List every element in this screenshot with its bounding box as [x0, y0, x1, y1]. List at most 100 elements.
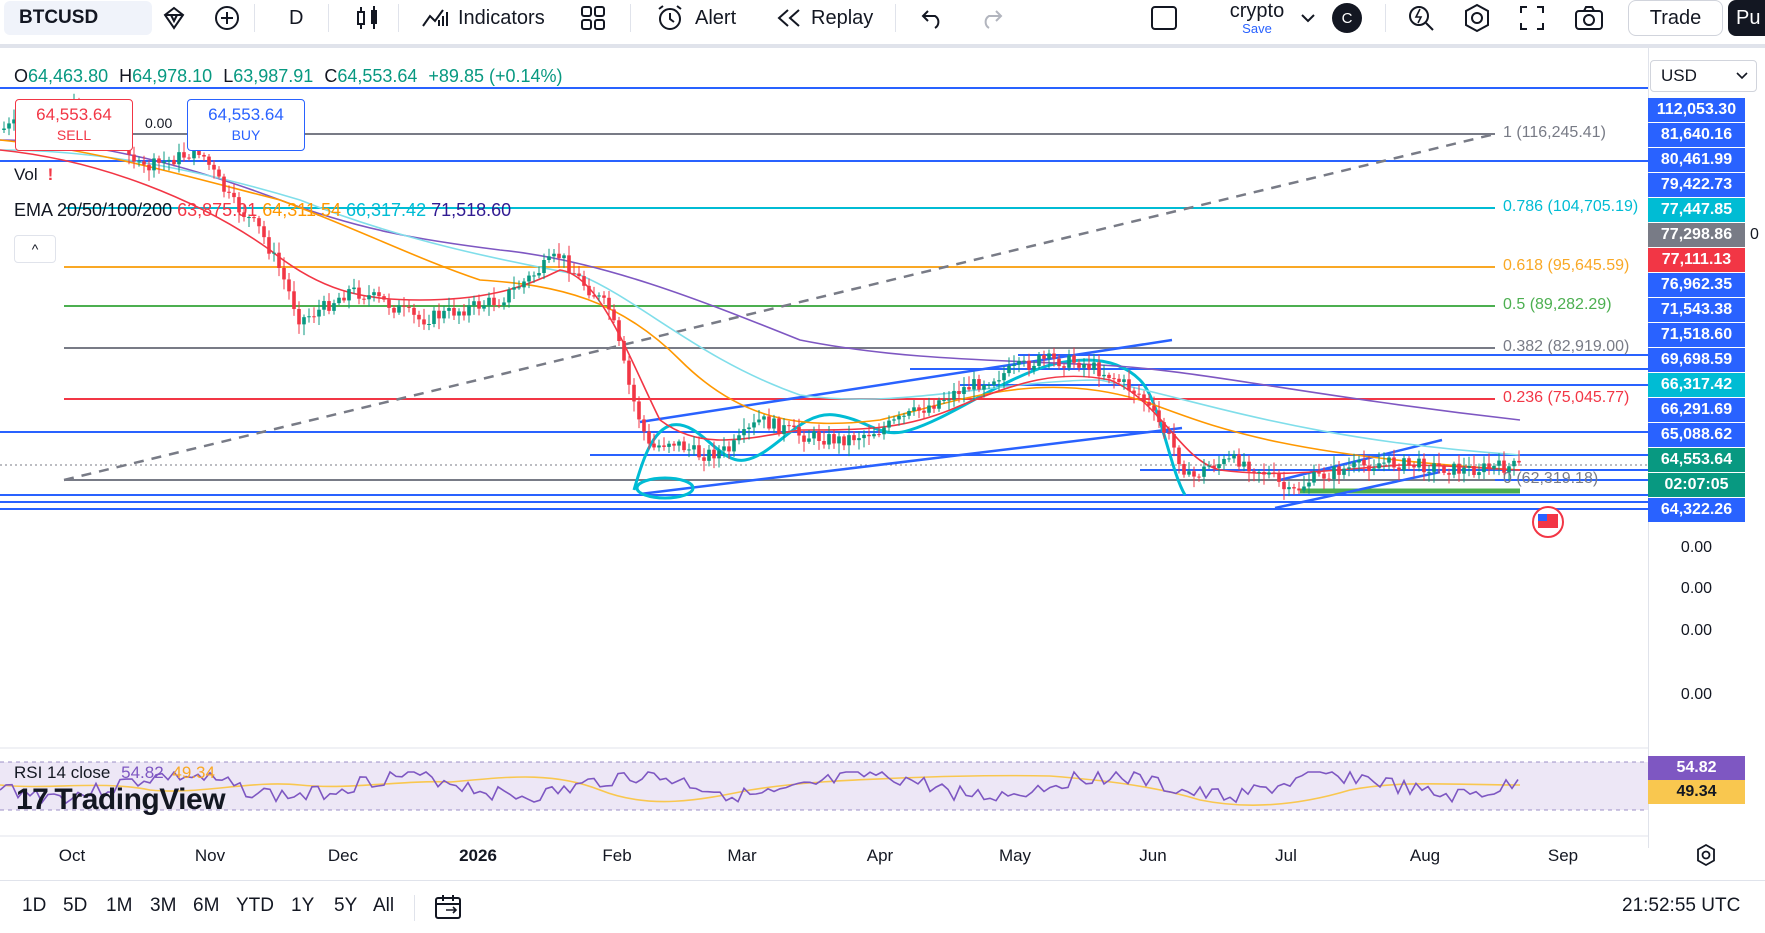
price-scale-label[interactable]: 81,640.16: [1648, 123, 1745, 147]
candle-body: [572, 273, 576, 275]
price-scale-label[interactable]: 71,518.60: [1648, 323, 1745, 347]
candle-body: [1082, 363, 1086, 368]
candle-body: [312, 316, 316, 318]
currency-select[interactable]: USD: [1650, 60, 1757, 92]
trade-button[interactable]: Trade: [1628, 0, 1723, 36]
price-scale-label[interactable]: 69,698.59: [1648, 348, 1745, 372]
templates-icon[interactable]: [580, 0, 606, 36]
alert-button[interactable]: Alert: [655, 0, 736, 36]
candle-body: [882, 427, 886, 435]
chevron-up-icon: ^: [31, 241, 39, 257]
utc-clock[interactable]: 21:52:55 UTC: [1622, 895, 1741, 916]
candle-body: [702, 457, 706, 461]
candle-body: [862, 434, 866, 439]
candle-body: [1177, 447, 1181, 465]
rsi-scale-label[interactable]: 49.34: [1648, 780, 1745, 804]
price-scale-label[interactable]: 02:07:05: [1648, 473, 1745, 497]
range-button-all[interactable]: All: [373, 895, 395, 916]
candle-body: [1097, 362, 1101, 377]
ema100-line: [0, 149, 1521, 456]
price-scale-label[interactable]: 66,317.42: [1648, 373, 1745, 397]
time-axis-tick: Feb: [602, 846, 632, 865]
cyan-ellipse[interactable]: [635, 476, 695, 500]
layout-square-icon[interactable]: [1150, 0, 1178, 36]
indicators-button[interactable]: Indicators: [420, 0, 545, 36]
candle-body: [397, 305, 401, 313]
candle-body: [1502, 460, 1506, 473]
interval-button[interactable]: D: [289, 6, 304, 29]
price-scale-label[interactable]: 79,422.73: [1648, 173, 1745, 197]
range-button-5d[interactable]: 5D: [63, 895, 88, 916]
high-label: H: [119, 66, 133, 86]
volume-legend[interactable]: Vol!: [14, 165, 53, 185]
candle-body: [672, 443, 676, 446]
candle-body: [1427, 471, 1431, 473]
chart-settings-icon[interactable]: [1694, 843, 1718, 873]
ema-legend[interactable]: EMA 20/50/100/200 63,875.01 64,311.54 66…: [14, 200, 511, 221]
price-scale-label[interactable]: 80,461.99: [1648, 148, 1745, 172]
avatar[interactable]: C: [1332, 3, 1362, 33]
price-scale-label[interactable]: 76,962.35: [1648, 273, 1745, 297]
candle-body: [472, 301, 476, 306]
candle-body: [1462, 467, 1466, 474]
buy-button[interactable]: 64,553.64 BUY: [187, 99, 305, 151]
range-button-5y[interactable]: 5Y: [334, 895, 358, 916]
candle-body: [417, 314, 421, 320]
range-button-3m[interactable]: 3M: [150, 895, 177, 916]
range-button-6m[interactable]: 6M: [193, 895, 220, 916]
candle-body: [177, 152, 181, 165]
chart-canvas[interactable]: [0, 48, 1648, 846]
channel2-lower: [1274, 470, 1441, 510]
candle-body: [1152, 405, 1156, 411]
compare-add-icon[interactable]: [213, 0, 241, 36]
price-scale-label[interactable]: 77,111.13: [1648, 248, 1745, 272]
collapse-legend-button[interactable]: ^: [14, 235, 56, 263]
layout-name-button[interactable]: crypto Save: [1208, 0, 1306, 36]
watch-icon[interactable]: [160, 0, 188, 36]
trend-channel[interactable]: [639, 338, 1443, 510]
candles-icon[interactable]: [355, 0, 381, 36]
range-button-1d[interactable]: 1D: [22, 895, 47, 916]
price-scale-label[interactable]: 77,298.86: [1648, 223, 1745, 247]
candle-body: [597, 295, 601, 297]
range-button-1m[interactable]: 1M: [106, 895, 133, 916]
fullscreen-icon[interactable]: [1519, 0, 1545, 36]
rsi-legend[interactable]: RSI 14 close 54.82 49.34: [14, 763, 215, 783]
undo-icon[interactable]: [920, 0, 946, 36]
chevron-down-icon[interactable]: [1300, 0, 1316, 36]
price-scale-label[interactable]: 65,088.62: [1648, 423, 1745, 447]
price-scale-label[interactable]: 71,543.38: [1648, 298, 1745, 322]
warning-icon[interactable]: !: [47, 165, 54, 184]
candle-body: [727, 446, 731, 452]
candle-body: [1442, 466, 1446, 473]
top-toolbar: BTCUSD D Indicators Alert Replay crypto …: [0, 0, 1765, 36]
price-scale-label[interactable]: 64,553.64: [1648, 448, 1745, 472]
tradingview-logo[interactable]: 17 TradingView: [16, 783, 226, 817]
price-scale-label[interactable]: 66,291.69: [1648, 398, 1745, 422]
quick-search-icon[interactable]: [1406, 0, 1436, 36]
price-scale-label[interactable]: 77,447.85: [1648, 198, 1745, 222]
candle-body: [297, 309, 301, 325]
candle-body: [912, 407, 916, 411]
currency-value: USD: [1661, 66, 1697, 85]
range-button-1y[interactable]: 1Y: [291, 895, 315, 916]
range-button-ytd[interactable]: YTD: [236, 895, 274, 916]
publish-button[interactable]: Pu: [1728, 0, 1765, 36]
calendar-goto-icon[interactable]: [434, 893, 464, 926]
candle-body: [1507, 466, 1511, 473]
rsi-scale-label[interactable]: 54.82: [1648, 756, 1745, 780]
redo-icon[interactable]: [978, 0, 1004, 36]
sell-button[interactable]: 64,553.64 SELL: [15, 99, 133, 151]
camera-icon[interactable]: [1574, 0, 1604, 36]
candle-body: [1017, 360, 1021, 365]
price-scale-label[interactable]: 64,322.26: [1648, 498, 1745, 522]
candle-body: [1327, 478, 1331, 480]
indicators-label: Indicators: [458, 6, 545, 29]
price-scale-label[interactable]: 112,053.30: [1648, 98, 1745, 122]
candle-body: [802, 435, 806, 442]
ema50-value: 64,311.54: [262, 200, 341, 220]
symbol-search[interactable]: BTCUSD: [4, 1, 152, 35]
replay-button[interactable]: Replay: [775, 0, 873, 36]
settings-hexagon-icon[interactable]: [1462, 0, 1492, 36]
candle-body: [1367, 465, 1371, 472]
